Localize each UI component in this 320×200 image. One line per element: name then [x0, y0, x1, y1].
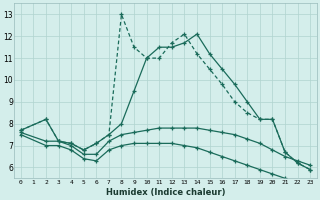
X-axis label: Humidex (Indice chaleur): Humidex (Indice chaleur) [106, 188, 225, 197]
